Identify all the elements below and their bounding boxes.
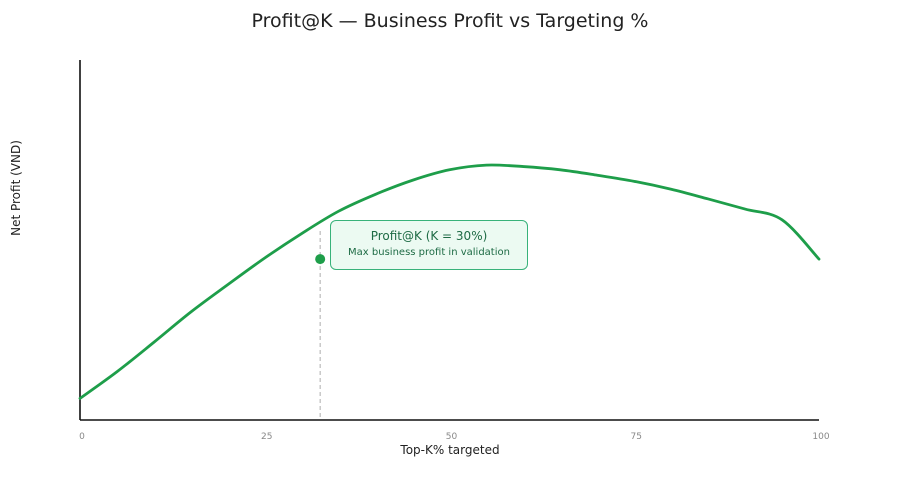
marker-point xyxy=(315,254,326,265)
series-line xyxy=(78,163,821,400)
x-tick-label: 25 xyxy=(261,432,272,442)
annotation-callout: Profit@K (K = 30%) Max business profit i… xyxy=(330,220,528,270)
chart-title: Profit@K — Business Profit vs Targeting … xyxy=(251,10,649,32)
annotation-subtitle: Max business profit in validation xyxy=(348,247,510,258)
x-tick-label: 100 xyxy=(812,432,829,442)
annotation-title: Profit@K (K = 30%) xyxy=(370,229,488,243)
x-tick-label: 75 xyxy=(631,432,642,442)
x-tick-label: 50 xyxy=(446,432,458,442)
x-tick-label: 0 xyxy=(79,432,85,442)
x-axis-label: Top-K% targeted xyxy=(400,443,500,457)
